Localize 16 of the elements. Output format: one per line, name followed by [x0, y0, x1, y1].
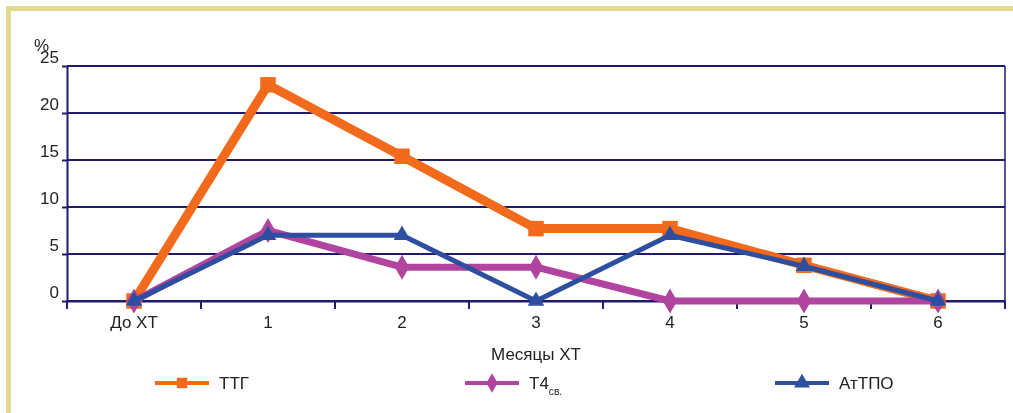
- x-axis-title: Месяцы ХТ: [491, 345, 581, 364]
- y-tick-label: 20: [40, 95, 59, 115]
- y-tick-label: 15: [40, 142, 59, 162]
- x-tick-label: 3: [531, 312, 541, 332]
- x-tick-label: 2: [397, 312, 407, 332]
- x-tick-label: 6: [933, 312, 943, 332]
- legend-label: ТТГ: [219, 374, 249, 393]
- x-tick-label: До ХТ: [110, 312, 158, 332]
- legend-label: АтТПО: [839, 374, 894, 393]
- legend-label: Т4$_{св.}$: [529, 374, 563, 397]
- x-tick-label: 4: [665, 312, 675, 332]
- y-tick-label: 10: [40, 189, 59, 209]
- x-tick-label: 1: [263, 312, 273, 332]
- x-tick-label: 5: [799, 312, 809, 332]
- y-tick-label: 5: [49, 236, 59, 256]
- y-tick-label: 0: [49, 283, 59, 303]
